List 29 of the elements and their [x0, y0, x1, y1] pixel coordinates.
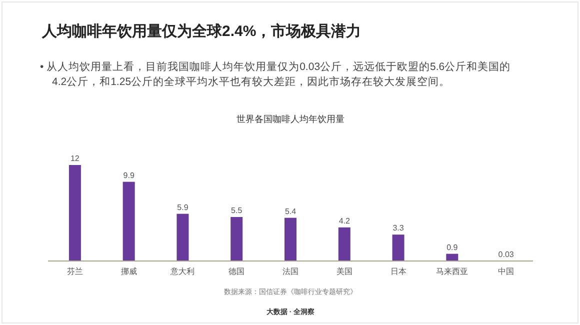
- bar: [68, 165, 81, 261]
- bar: [338, 227, 350, 261]
- x-tick-label: 法国: [282, 267, 298, 276]
- x-tick-label: 意大利: [170, 267, 195, 276]
- data-label: 5.5: [231, 206, 243, 215]
- x-tick-label: 马来西亚: [436, 267, 468, 276]
- x-tick-label: 美国: [336, 267, 352, 276]
- bar: [392, 234, 404, 261]
- bar: [446, 254, 458, 261]
- text: • 从人均饮用量上看，目前我国咖啡人均年饮用量仅为0.03公斤，远远低于欧盟的5.6公斤和美国的4.2公斤，和1.25公斤的全球平均水平也有较大差距，因此市场存在较大发展空间。: [40, 60, 512, 90]
- bar: [176, 214, 189, 261]
- data-label: 0.03: [498, 250, 514, 259]
- bar: [122, 182, 135, 261]
- data-label: 3.3: [392, 224, 404, 233]
- x-tick-label: 德国: [228, 267, 245, 276]
- x-tick-label: 挪威: [120, 267, 137, 276]
- data-label: 12: [70, 154, 80, 163]
- chart-title: 世界各国咖啡人均年饮用量: [236, 114, 344, 124]
- data-label: 0.9: [446, 242, 458, 252]
- data-label: 5.4: [284, 206, 297, 216]
- bar: [284, 218, 296, 261]
- bar: [230, 217, 243, 261]
- data-label: 9.9: [123, 170, 135, 180]
- data-label: 5.9: [177, 202, 189, 212]
- text: 人均咖啡年饮用量仅为全球2.4%，市场极具潜力: [41, 22, 362, 40]
- x-tick-label: 中国: [498, 267, 514, 276]
- x-tick-label: 日本: [390, 267, 406, 276]
- x-tick-label: 芬兰: [66, 267, 83, 276]
- data-label: 4.2: [338, 216, 350, 226]
